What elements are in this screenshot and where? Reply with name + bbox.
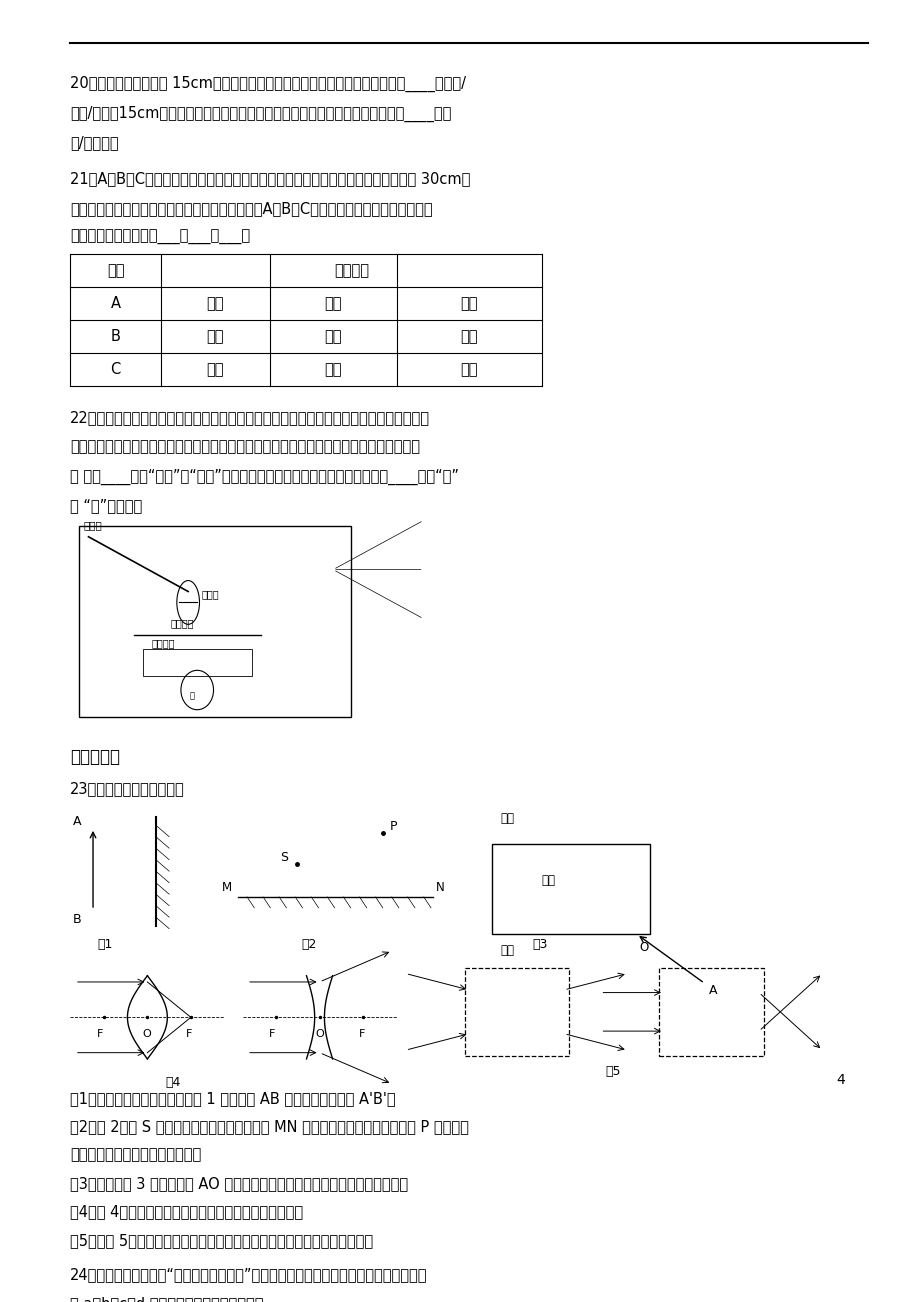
- Text: 凸透镜: 凸透镜: [201, 589, 219, 599]
- Text: （3）画出：图 3 中入射光线 AO 透过玻璃砖，再进入空气中传播的大致光路图．: （3）画出：图 3 中入射光线 AO 透过玻璃砖，再进入空气中传播的大致光路图．: [70, 1176, 408, 1191]
- Text: F: F: [96, 1029, 103, 1039]
- Text: P: P: [389, 820, 396, 833]
- Text: 4: 4: [835, 1073, 844, 1087]
- Text: A: A: [110, 296, 120, 311]
- Text: F: F: [187, 1029, 192, 1039]
- Text: 等于/小于）15cm．要使观察到的物体的像更大一些，应将放大镜与物体的距离稍____（远: 等于/小于）15cm．要使观察到的物体的像更大一些，应将放大镜与物体的距离稍__…: [70, 105, 451, 121]
- Text: 些/近些）．: 些/近些）．: [70, 135, 119, 150]
- Text: 像的性质: 像的性质: [334, 263, 369, 279]
- Text: 正立: 正立: [207, 362, 224, 376]
- Text: N: N: [435, 881, 444, 894]
- Text: 透明胶片: 透明胶片: [170, 618, 193, 629]
- Text: 图5: 图5: [605, 1065, 619, 1078]
- Text: （4）图 4，请在两幅图上分别作出入射光线、出射光线．: （4）图 4，请在两幅图上分别作出入射光线、出射光线．: [70, 1204, 303, 1220]
- Text: （2）图 2：从 S 点发出的一条光线，经平面镜 MN 反射后，其反射光线恰好通过 P 点．请你: （2）图 2：从 S 点发出的一条光线，经平面镜 MN 反射后，其反射光线恰好通…: [70, 1120, 469, 1134]
- Text: 作出这条入射光线并完成光路图．: 作出这条入射光线并完成光路图．: [70, 1147, 201, 1163]
- Bar: [464, 969, 568, 1056]
- Text: 透镜: 透镜: [107, 263, 124, 279]
- Text: O: O: [314, 1029, 323, 1039]
- Bar: [491, 845, 650, 934]
- Text: 虚像: 虚像: [460, 362, 477, 376]
- Text: 放大: 放大: [324, 362, 342, 376]
- Text: 三、解答题: 三、解答题: [70, 749, 120, 766]
- Bar: [79, 526, 351, 717]
- Text: 晰画面．这时，教室后排同学要求他将屏幕上的画面再调得大一些．为此，小明的操作应当: 晰画面．这时，教室后排同学要求他将屏幕上的画面再调得大一些．为此，小明的操作应当: [70, 439, 420, 454]
- Text: O: O: [639, 940, 648, 953]
- Text: 倒立: 倒立: [207, 296, 224, 311]
- Text: B: B: [73, 913, 82, 926]
- Bar: [659, 969, 763, 1056]
- Text: 得到的实验结果如表中所示，根据此实验结果，将A、B、C三块凸透镜的焦距，按由小到大: 得到的实验结果如表中所示，根据此实验结果，将A、B、C三块凸透镜的焦距，按由小到…: [70, 201, 433, 216]
- Text: 24．如图所示，在探究“凸透镜成像的规律”的实验中，若凸透镜位置不变，先后把烛焉放: 24．如图所示，在探究“凸透镜成像的规律”的实验中，若凸透镜位置不变，先后把烛焉…: [70, 1267, 427, 1282]
- Text: 放大: 放大: [324, 296, 342, 311]
- Text: 实像: 实像: [460, 329, 477, 344]
- Text: 图3: 图3: [532, 939, 548, 952]
- Text: 21．A、B、C三块凸透镜在光具座上分别做蜡烛成像的实验，各透镜跟烛焉距离都是 30cm，: 21．A、B、C三块凸透镜在光具座上分别做蜡烛成像的实验，各透镜跟烛焉距离都是 …: [70, 171, 471, 186]
- Text: 是 适当____（填“增大”或“减小”）投影仪与屏幕的距离，并将凸透镜适当向____（填“上”: 是 适当____（填“增大”或“减小”）投影仪与屏幕的距离，并将凸透镜适当向__…: [70, 469, 459, 486]
- Text: 玻璃: 玻璃: [541, 874, 555, 887]
- Text: 空气: 空气: [500, 944, 515, 957]
- Text: 蜗纹透镜: 蜗纹透镜: [152, 638, 176, 648]
- Text: A: A: [73, 815, 82, 828]
- Text: 图1: 图1: [97, 939, 113, 952]
- Text: F: F: [268, 1029, 275, 1039]
- Text: 平面镜: 平面镜: [84, 519, 103, 530]
- Text: 或 “下”）移动．: 或 “下”）移动．: [70, 499, 142, 513]
- Text: 缩小: 缩小: [324, 329, 342, 344]
- Text: 空气: 空气: [500, 812, 515, 825]
- Text: 的顺序排列，其顺序是___、___、___．: 的顺序排列，其顺序是___、___、___．: [70, 230, 250, 245]
- Text: 图2: 图2: [301, 939, 316, 952]
- Text: 图: 图: [189, 691, 195, 700]
- Text: （1）应用平面镜成像的特点在图 1 画出物体 AB 在平面镜中成的像 A'B'．: （1）应用平面镜成像的特点在图 1 画出物体 AB 在平面镜中成的像 A'B'．: [70, 1091, 395, 1105]
- Text: 在 a、b、c、d 各点，分别调节光屏的位置：: 在 a、b、c、d 各点，分别调节光屏的位置：: [70, 1297, 264, 1302]
- Text: C: C: [110, 362, 120, 376]
- Text: 23．按要求完成下列作图．: 23．按要求完成下列作图．: [70, 781, 185, 796]
- Text: S: S: [280, 850, 289, 863]
- Text: F: F: [358, 1029, 365, 1039]
- Text: M: M: [221, 881, 232, 894]
- Text: 20．一凸透镜的焦距是 15cm，作放大镜使用时，被观察物体到透镜的距离应该____（大于/: 20．一凸透镜的焦距是 15cm，作放大镜使用时，被观察物体到透镜的距离应该__…: [70, 76, 466, 92]
- Text: （5）如图 5，试在盒子内填上适当的光学器件．（注意对应光线位置变化）: （5）如图 5，试在盒子内填上适当的光学器件．（注意对应光线位置变化）: [70, 1233, 373, 1247]
- Text: B: B: [110, 329, 120, 344]
- Text: O: O: [142, 1029, 152, 1039]
- Text: 倒立: 倒立: [207, 329, 224, 344]
- Text: 图4: 图4: [165, 1077, 181, 1090]
- Bar: [142, 648, 251, 676]
- Text: A: A: [709, 984, 717, 997]
- Text: 22．在练习调节教学投影仪（如图所示）的实践活动中，小明通过调节，使屏幕上出现了清: 22．在练习调节教学投影仪（如图所示）的实践活动中，小明通过调节，使屏幕上出现了…: [70, 410, 430, 424]
- Text: 实像: 实像: [460, 296, 477, 311]
